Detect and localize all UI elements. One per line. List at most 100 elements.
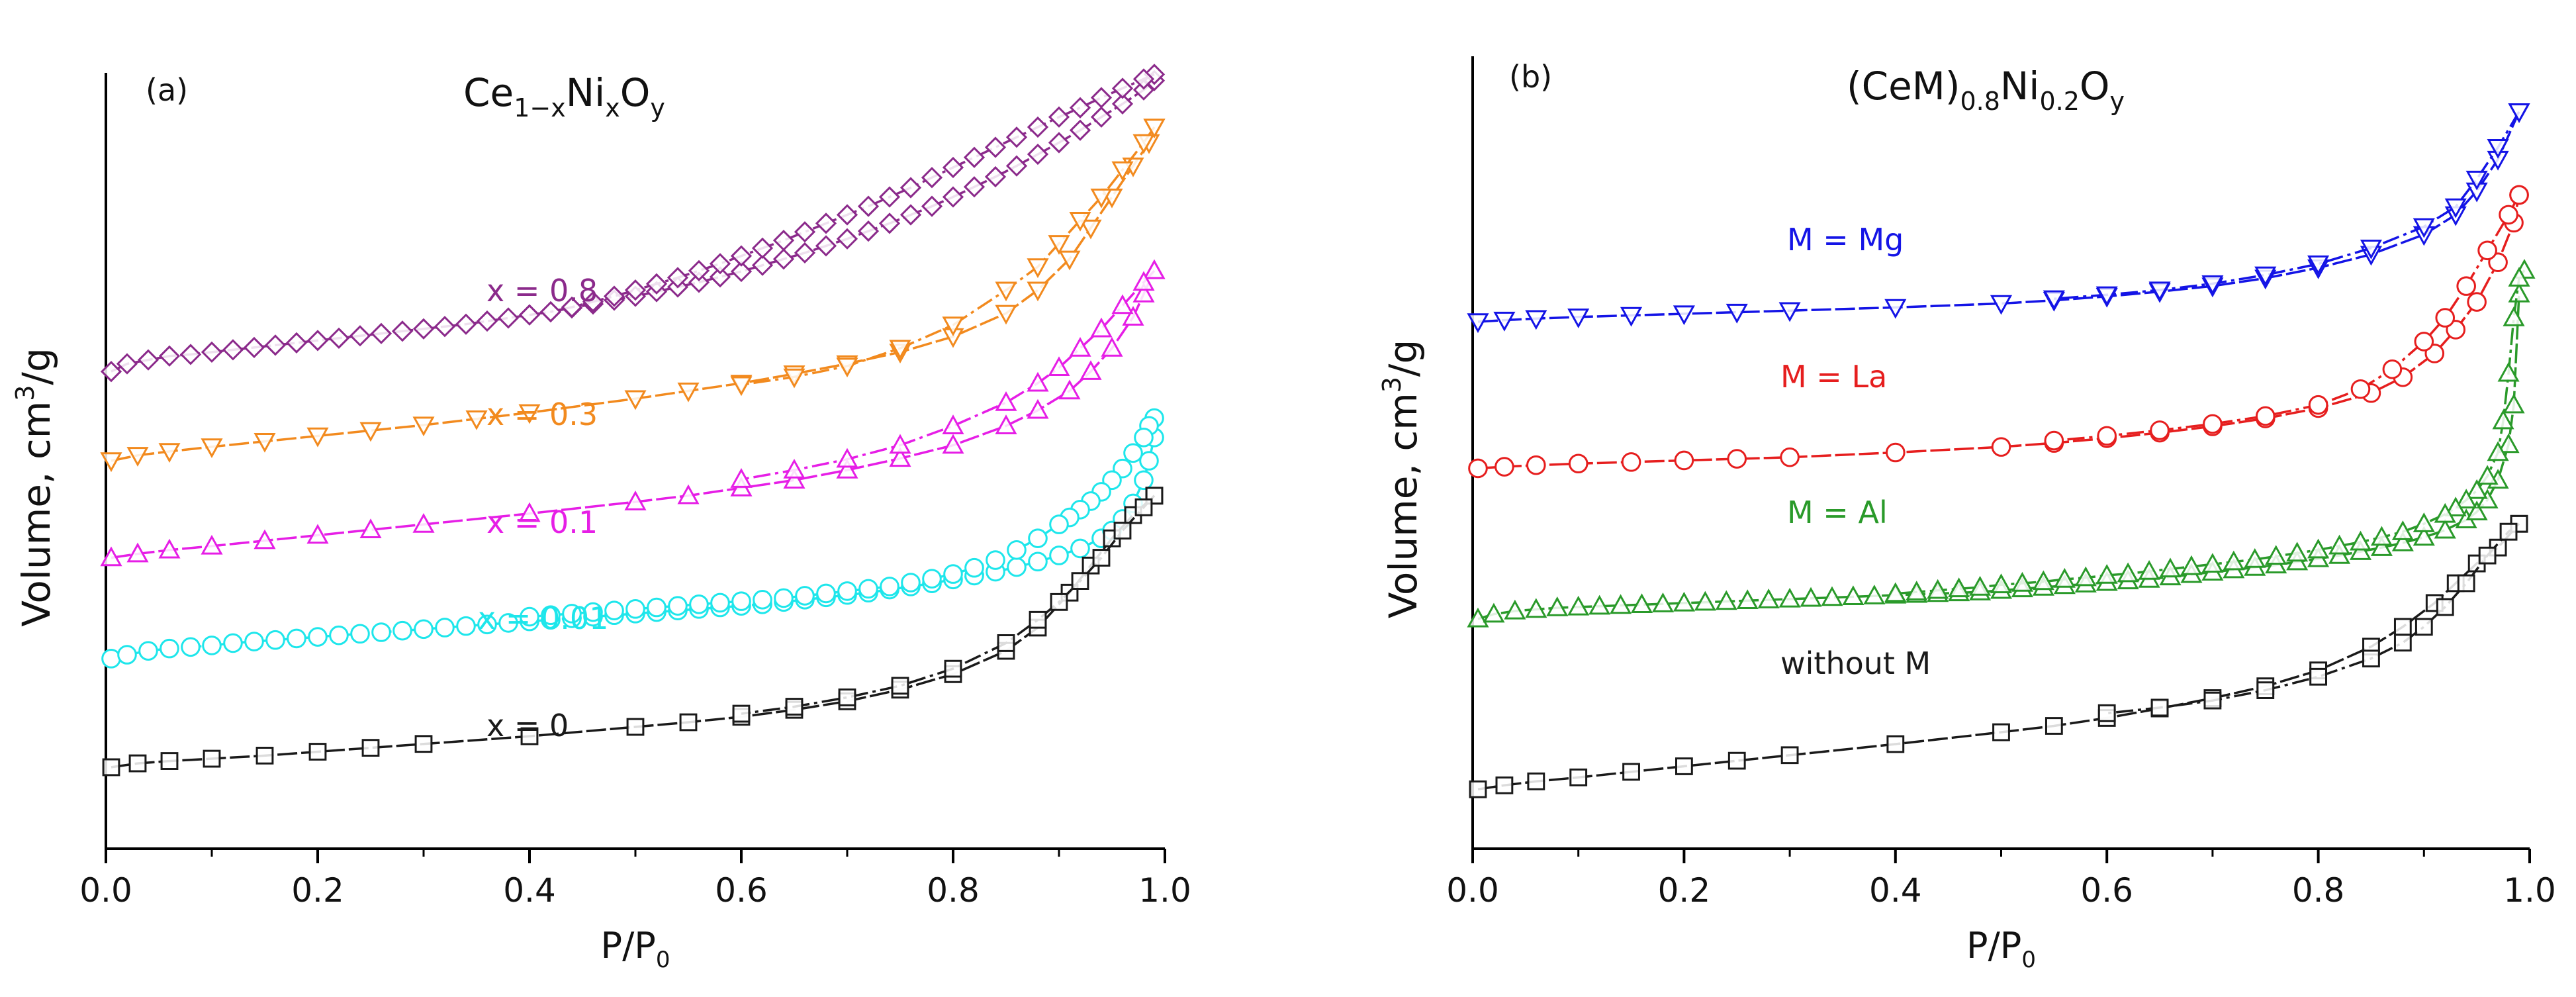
x-tick-label: 0.8 xyxy=(927,871,980,910)
desorption-point xyxy=(1090,188,1113,209)
desorption-point xyxy=(2497,361,2520,382)
series-x-0.8: x = 0.8 xyxy=(100,64,1166,383)
x-tick-label: 1.0 xyxy=(1138,871,1191,910)
adsorption-point xyxy=(1651,593,1675,612)
desorption-point xyxy=(2074,566,2097,587)
desorption-point xyxy=(2117,562,2139,583)
desorption-point xyxy=(668,596,688,616)
adsorption-point xyxy=(434,316,456,338)
adsorption-point xyxy=(244,632,264,651)
desorption-point xyxy=(2434,502,2456,523)
adsorption-point xyxy=(128,754,147,773)
desorption-point xyxy=(838,688,856,706)
desorption-point xyxy=(2508,103,2530,123)
desorption-point xyxy=(858,579,878,599)
adsorption-point xyxy=(160,752,179,770)
desorption-point xyxy=(2138,559,2160,580)
adsorption-point xyxy=(158,443,181,463)
desorption-point xyxy=(1111,77,1134,99)
adsorption-point xyxy=(624,491,647,510)
adsorption-point xyxy=(2328,544,2351,564)
desorption-point xyxy=(795,586,815,606)
adsorption-point xyxy=(1080,360,1102,380)
adsorption-line xyxy=(1477,111,2520,323)
adsorption-point xyxy=(1675,757,1693,775)
x-tick-label: 0.6 xyxy=(715,871,768,910)
adsorption-point xyxy=(1610,594,1632,614)
desorption-point xyxy=(2148,281,2171,302)
adsorption-point xyxy=(287,628,306,649)
desorption-point xyxy=(899,177,922,199)
desorption-point xyxy=(2244,548,2266,568)
desorption-point xyxy=(2255,406,2276,426)
adsorption-point xyxy=(1468,458,1488,479)
adsorption-point xyxy=(456,616,476,636)
desorption-point xyxy=(785,698,804,716)
adsorption-point xyxy=(1049,546,1069,565)
desorption-point xyxy=(2223,550,2245,571)
adsorption-point xyxy=(1134,470,1154,491)
x-tick-label: 0.4 xyxy=(503,871,556,910)
series-x-0.1: x = 0.1 xyxy=(100,259,1166,567)
desorption-point xyxy=(1134,498,1153,516)
adsorption-point xyxy=(1090,106,1113,128)
desorption-point xyxy=(1113,522,1132,540)
desorption-point xyxy=(2360,239,2382,260)
desorption-point xyxy=(2053,567,2076,588)
adsorption-point xyxy=(1005,155,1028,177)
desorption-point xyxy=(889,340,911,360)
desorption-point xyxy=(2095,286,2118,307)
desorption-point xyxy=(922,569,942,589)
desorption-point xyxy=(2150,420,2170,440)
desorption-point xyxy=(2044,430,2064,451)
desorption-point xyxy=(2503,306,2525,326)
adsorption-point xyxy=(1842,585,1864,606)
adsorption-point xyxy=(1101,336,1123,357)
desorption-point xyxy=(2435,308,2456,328)
adsorption-point xyxy=(921,195,943,217)
adsorption-point xyxy=(1139,451,1159,471)
x-tick-label: 0.0 xyxy=(1446,871,1499,910)
desorption-point xyxy=(836,357,858,378)
desorption-point xyxy=(730,245,753,267)
adsorption-point xyxy=(1467,313,1489,334)
desorption-point xyxy=(520,606,539,627)
desorption-point xyxy=(2203,691,2222,710)
desorption-point xyxy=(995,391,1017,411)
adsorption-point xyxy=(255,746,274,765)
desorption-point xyxy=(583,602,603,622)
desorption-point xyxy=(2492,409,2514,430)
series-label: x = 0.01 xyxy=(478,600,608,636)
desorption-point xyxy=(2097,426,2117,446)
adsorption-point xyxy=(100,452,122,473)
adsorption-point xyxy=(391,320,414,342)
adsorption-point xyxy=(455,313,477,335)
adsorption-point xyxy=(1725,303,1748,324)
adsorption-point xyxy=(1058,379,1081,400)
desorption-point xyxy=(783,368,805,389)
adsorption-point xyxy=(2413,526,2435,546)
adsorption-point xyxy=(2393,618,2412,636)
desorption-point xyxy=(783,458,805,479)
desorption-point xyxy=(1092,549,1111,567)
adsorption-point xyxy=(878,213,901,234)
adsorption-point xyxy=(2476,489,2499,509)
adsorption-point xyxy=(201,534,223,555)
desorption-point xyxy=(2265,545,2287,565)
desorption-point xyxy=(1990,573,2013,594)
desorption-point xyxy=(889,434,911,454)
adsorption-point xyxy=(137,349,160,371)
adsorption-point xyxy=(1884,299,1907,319)
adsorption-point xyxy=(2349,540,2372,560)
desorption-point xyxy=(837,581,857,601)
desorption-point xyxy=(836,204,858,226)
adsorption-point xyxy=(1483,602,1505,623)
desorption-point xyxy=(2465,479,2488,499)
desorption-point xyxy=(2508,267,2530,287)
desorption-point xyxy=(1884,582,1907,602)
adsorption-point xyxy=(181,637,201,657)
desorption-point xyxy=(2414,332,2434,352)
adsorption-point xyxy=(476,310,498,332)
adsorption-point xyxy=(1863,585,1886,604)
adsorption-point xyxy=(100,361,122,383)
